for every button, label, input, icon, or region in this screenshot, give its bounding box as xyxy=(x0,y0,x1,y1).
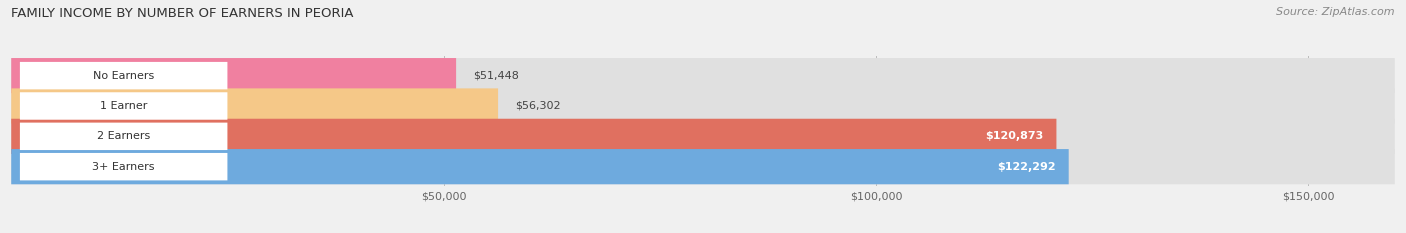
Text: 3+ Earners: 3+ Earners xyxy=(93,162,155,172)
Text: Source: ZipAtlas.com: Source: ZipAtlas.com xyxy=(1277,7,1395,17)
FancyBboxPatch shape xyxy=(11,58,456,93)
FancyBboxPatch shape xyxy=(20,92,228,120)
FancyBboxPatch shape xyxy=(11,88,498,123)
FancyBboxPatch shape xyxy=(20,153,228,180)
FancyBboxPatch shape xyxy=(11,149,1069,184)
Text: $122,292: $122,292 xyxy=(997,162,1056,172)
Text: FAMILY INCOME BY NUMBER OF EARNERS IN PEORIA: FAMILY INCOME BY NUMBER OF EARNERS IN PE… xyxy=(11,7,354,20)
Text: 1 Earner: 1 Earner xyxy=(100,101,148,111)
Text: No Earners: No Earners xyxy=(93,71,155,81)
FancyBboxPatch shape xyxy=(11,119,1056,154)
FancyBboxPatch shape xyxy=(11,119,1395,154)
Text: $120,873: $120,873 xyxy=(986,131,1043,141)
FancyBboxPatch shape xyxy=(20,62,228,89)
Text: 2 Earners: 2 Earners xyxy=(97,131,150,141)
FancyBboxPatch shape xyxy=(11,88,1395,123)
Text: $56,302: $56,302 xyxy=(516,101,561,111)
FancyBboxPatch shape xyxy=(11,58,1395,93)
FancyBboxPatch shape xyxy=(11,149,1395,184)
Text: $51,448: $51,448 xyxy=(474,71,519,81)
FancyBboxPatch shape xyxy=(20,123,228,150)
